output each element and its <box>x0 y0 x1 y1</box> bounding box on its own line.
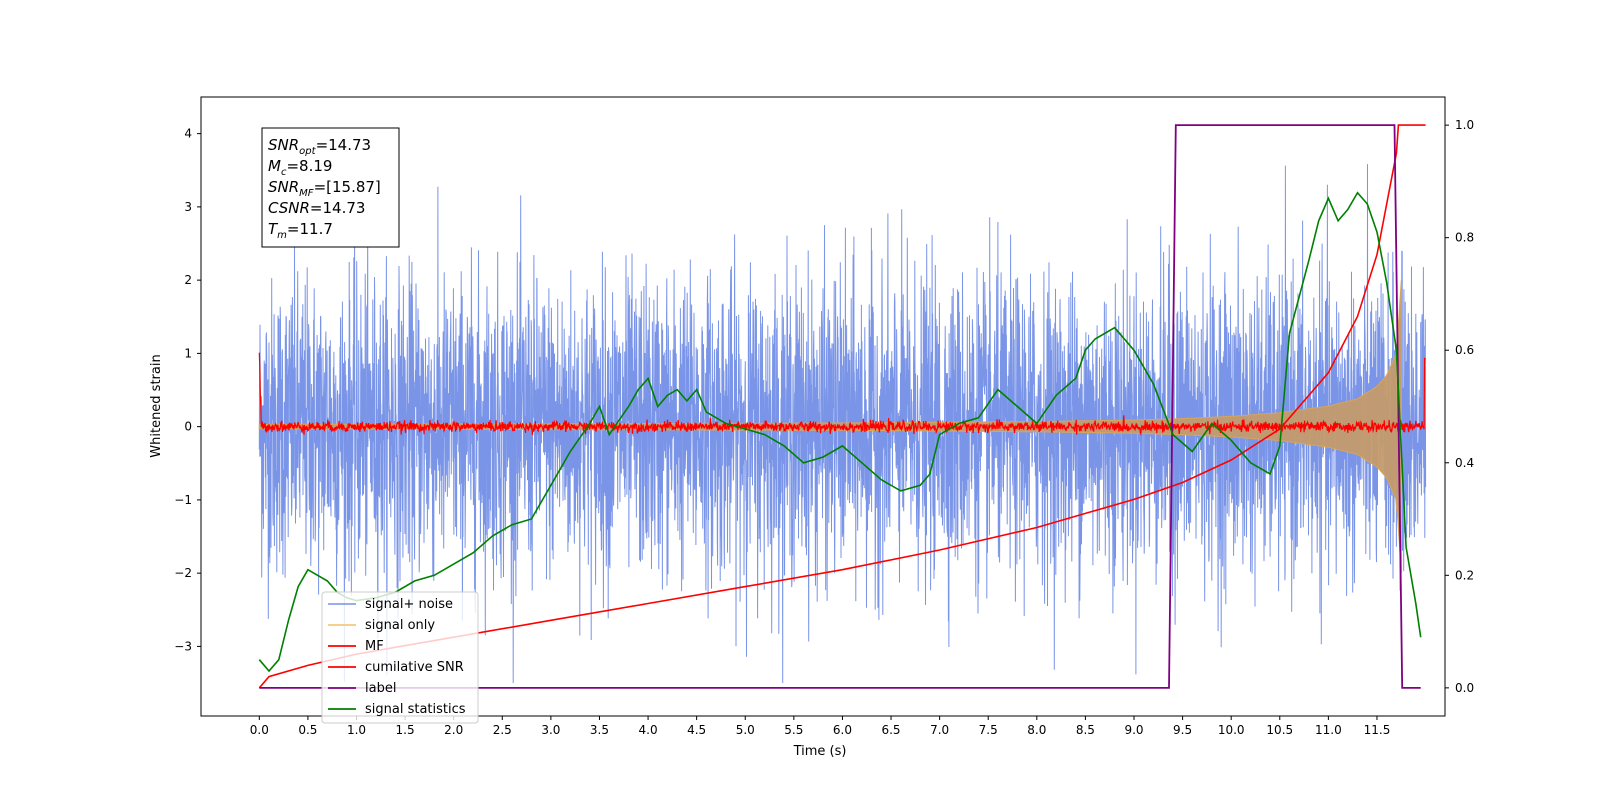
x-tick-label: 4.0 <box>639 723 658 737</box>
legend: signal+ noise signal only MF cumilative SNR… <box>321 591 479 724</box>
x-tick-label: 2.5 <box>493 723 512 737</box>
x-axis: 0.0 0.5 1.0 1.5 2.0 2.5 3.0 3.5 4.0 4.5 5.0 5.5 6.0 6… <box>250 716 1391 737</box>
x-tick-label: 0.5 <box>298 723 317 737</box>
legend-label: signal+ noise <box>365 597 453 612</box>
x-tick-label: 3.5 <box>590 723 609 737</box>
x-tick-label: 5.5 <box>784 723 803 737</box>
x-tick-label: 7.0 <box>930 723 949 737</box>
legend-label: cumilative SNR <box>365 660 464 675</box>
x-tick-label: 1.0 <box>347 723 366 737</box>
x-tick-label: 10.5 <box>1266 723 1293 737</box>
y2-tick-label: 0.6 <box>1455 343 1474 357</box>
y-axis-label: Whitened strain <box>149 354 164 457</box>
legend-label: MF <box>365 639 384 654</box>
legend-label: signal statistics <box>365 702 466 717</box>
y-tick-label: 2 <box>184 273 192 287</box>
y2-tick-label: 0.2 <box>1455 568 1474 582</box>
x-tick-label: 0.0 <box>250 723 269 737</box>
x-tick-label: 9.5 <box>1173 723 1192 737</box>
y-tick-label: 3 <box>184 200 192 214</box>
x-tick-label: 11.5 <box>1364 723 1391 737</box>
x-tick-label: 2.0 <box>444 723 463 737</box>
annotation-box: SNRopt=14.73Mc=8.19SNRMF=[15.87]CSNR=14.… <box>261 127 400 248</box>
x-tick-label: 6.5 <box>881 723 900 737</box>
x-tick-label: 6.0 <box>833 723 852 737</box>
x-tick-label: 4.5 <box>687 723 706 737</box>
y-tick-label: −2 <box>174 566 192 580</box>
series-mf <box>258 352 1426 436</box>
x-tick-label: 8.5 <box>1076 723 1095 737</box>
x-tick-label: 3.0 <box>541 723 560 737</box>
series-label <box>259 124 1421 689</box>
y-tick-label: −3 <box>174 639 192 653</box>
legend-label: signal only <box>365 618 435 633</box>
annotation-line: Mc=8.19 <box>268 157 332 178</box>
annotation-line: SNRMF=[15.87] <box>268 178 381 199</box>
x-tick-label: 9.0 <box>1124 723 1143 737</box>
annotation-frame <box>261 127 400 248</box>
x-tick-label: 8.0 <box>1027 723 1046 737</box>
x-axis-label: Time (s) <box>793 744 847 759</box>
y2-tick-label: 0.4 <box>1455 456 1474 470</box>
y-tick-label: −1 <box>174 493 192 507</box>
annotation-line: SNRopt=14.73 <box>268 136 371 157</box>
series-signal-noise <box>258 164 1427 684</box>
y-tick-label: 1 <box>184 346 192 360</box>
y-tick-label: 0 <box>184 420 192 434</box>
y2-tick-label: 0.0 <box>1455 681 1474 695</box>
y-tick-label: 4 <box>184 127 192 141</box>
annotation-line: Tm=11.7 <box>268 220 333 241</box>
x-tick-label: 7.5 <box>979 723 998 737</box>
plot-frame <box>200 96 1446 717</box>
y2-tick-label: 1.0 <box>1455 118 1474 132</box>
y-axis: −3 −2 −1 0 1 2 3 4 <box>174 127 201 653</box>
x-tick-label: 11.0 <box>1315 723 1342 737</box>
legend-label: label <box>365 681 396 696</box>
x-tick-label: 1.5 <box>396 723 415 737</box>
y2-axis: 0.0 0.2 0.4 0.6 0.8 1.0 <box>1445 118 1474 695</box>
x-tick-label: 5.0 <box>736 723 755 737</box>
x-tick-label: 10.0 <box>1218 723 1245 737</box>
annotation-line: CSNR=14.73 <box>268 199 365 217</box>
series-signal-statistics <box>258 191 1422 673</box>
y2-tick-label: 0.8 <box>1455 231 1474 245</box>
legend-frame <box>321 591 479 724</box>
